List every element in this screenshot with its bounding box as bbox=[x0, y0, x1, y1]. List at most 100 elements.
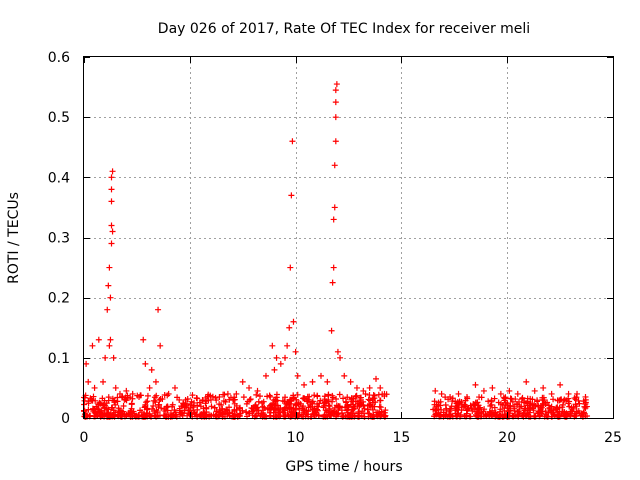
dense-band-point bbox=[567, 412, 574, 419]
dense-band-point bbox=[124, 392, 131, 399]
dense-band-point bbox=[218, 401, 225, 408]
dense-band-point bbox=[136, 412, 143, 419]
roti-point bbox=[277, 360, 284, 367]
dense-band-point bbox=[161, 392, 168, 399]
roti-point bbox=[531, 387, 538, 394]
dense-band-point bbox=[279, 408, 286, 415]
roti-point bbox=[157, 342, 164, 349]
dense-band-point bbox=[90, 393, 97, 400]
roti-point bbox=[294, 372, 301, 379]
roti-point bbox=[301, 381, 308, 388]
dense-band-point bbox=[470, 401, 477, 408]
dense-band-point bbox=[169, 401, 176, 408]
dense-band-point bbox=[340, 395, 347, 402]
dense-band-point bbox=[325, 409, 332, 416]
dense-band-point bbox=[220, 397, 227, 404]
roti-point bbox=[341, 372, 348, 379]
dense-band-point bbox=[226, 404, 233, 411]
dense-band-point bbox=[81, 401, 88, 408]
dense-band-point bbox=[151, 407, 158, 414]
dense-band-point bbox=[509, 398, 516, 405]
roti-point bbox=[108, 198, 115, 205]
dense-band-point bbox=[544, 399, 551, 406]
dense-band-point bbox=[180, 400, 187, 407]
dense-band-point bbox=[331, 404, 338, 411]
roti-point bbox=[108, 240, 115, 247]
roti-point bbox=[108, 174, 115, 181]
dense-band-point bbox=[356, 397, 363, 404]
roti-point bbox=[330, 264, 337, 271]
dense-band-point bbox=[295, 399, 302, 406]
data-points bbox=[81, 81, 591, 420]
dense-band-point bbox=[151, 412, 158, 419]
roti-point bbox=[109, 168, 116, 175]
dense-band-point bbox=[573, 403, 580, 410]
dense-band-point bbox=[123, 412, 130, 419]
dense-band-point bbox=[231, 400, 238, 407]
dense-band-point bbox=[485, 398, 492, 405]
dense-band-point bbox=[376, 403, 383, 410]
roti-point bbox=[108, 186, 115, 193]
y-tick-label: 0.5 bbox=[48, 110, 70, 126]
roti-point bbox=[373, 375, 380, 382]
roti-point bbox=[165, 390, 172, 397]
y-tick-label: 0.1 bbox=[48, 351, 70, 367]
roti-point bbox=[514, 390, 521, 397]
dense-band-point bbox=[255, 410, 262, 417]
dense-band-point bbox=[96, 399, 103, 406]
dense-band-point bbox=[501, 411, 508, 418]
dense-band-point bbox=[321, 412, 328, 419]
roti-point bbox=[332, 99, 339, 106]
roti-point bbox=[123, 387, 130, 394]
plot-frame bbox=[83, 56, 614, 419]
x-tick-label: 5 bbox=[185, 430, 194, 446]
dense-band-point bbox=[519, 395, 526, 402]
dense-band-point bbox=[497, 412, 504, 419]
dense-band-point bbox=[253, 407, 260, 414]
roti-point bbox=[106, 264, 113, 271]
roti-point bbox=[331, 204, 338, 211]
roti-point bbox=[548, 390, 555, 397]
roti-point bbox=[455, 390, 462, 397]
roti-point bbox=[287, 264, 294, 271]
dense-band-point bbox=[311, 392, 318, 399]
dense-band-point bbox=[282, 394, 289, 401]
dense-band-point bbox=[375, 391, 382, 398]
roti-point bbox=[337, 354, 344, 361]
dense-band-point bbox=[88, 396, 95, 403]
roti-point bbox=[332, 87, 339, 94]
dense-band-point bbox=[196, 399, 203, 406]
dense-band-point bbox=[458, 399, 465, 406]
dense-band-point bbox=[111, 399, 118, 406]
roti-point bbox=[85, 378, 92, 385]
dense-band-point bbox=[272, 405, 279, 412]
dense-band-point bbox=[360, 410, 367, 417]
roti-point bbox=[317, 372, 324, 379]
dense-band-point bbox=[471, 406, 478, 413]
dense-band-point bbox=[331, 410, 338, 417]
dense-band-point bbox=[554, 397, 561, 404]
dense-band-point bbox=[546, 405, 553, 412]
dense-band-point bbox=[537, 404, 544, 411]
dense-band-point bbox=[216, 406, 223, 413]
dense-band-point bbox=[114, 398, 121, 405]
dense-band-point bbox=[152, 399, 159, 406]
dense-band-point bbox=[491, 404, 498, 411]
dense-band-point bbox=[540, 400, 547, 407]
dense-band-point bbox=[474, 412, 481, 419]
roti-point bbox=[246, 384, 253, 391]
roti-point bbox=[286, 324, 293, 331]
dense-band-point bbox=[572, 396, 579, 403]
dense-band-point bbox=[352, 398, 359, 405]
y-tick-label: 0.3 bbox=[48, 231, 70, 247]
dense-band-point bbox=[550, 396, 557, 403]
roti-point bbox=[284, 342, 291, 349]
y-tick-label: 0.2 bbox=[48, 291, 70, 307]
roti-point bbox=[557, 381, 564, 388]
x-tick-label: 25 bbox=[604, 430, 622, 446]
roti-point bbox=[480, 387, 487, 394]
roti-point bbox=[83, 360, 90, 367]
dense-band-point bbox=[204, 393, 211, 400]
dense-band-point bbox=[85, 400, 92, 407]
dense-band-point bbox=[301, 394, 308, 401]
